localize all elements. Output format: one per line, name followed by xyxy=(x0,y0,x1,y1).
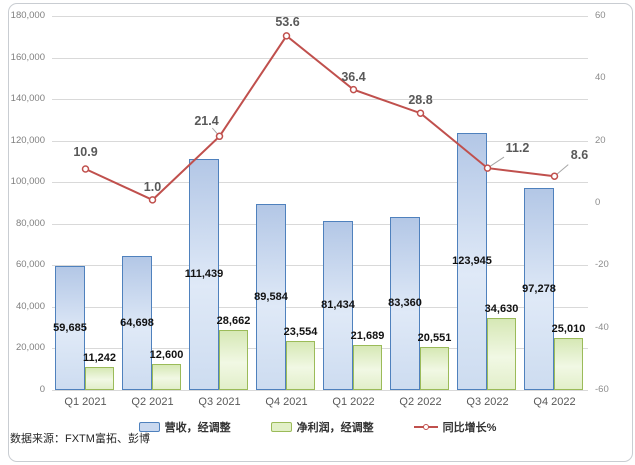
growth-value-label: 53.6 xyxy=(275,14,300,29)
legend-label: 净利润，经调整 xyxy=(296,422,374,434)
gridline xyxy=(52,390,588,391)
legend: 营收，经调整 净利润，经调整 同比增长% xyxy=(0,419,635,435)
revenue-value-label: 64,698 xyxy=(120,316,154,329)
revenue-value-label: 111,439 xyxy=(184,268,224,281)
net-profit-value-label: 23,554 xyxy=(283,326,318,339)
growth-legend-marker xyxy=(413,422,438,432)
gridline xyxy=(52,99,588,101)
right-axis-tick: -60 xyxy=(595,384,609,395)
gridline xyxy=(52,16,588,17)
category-label: Q2 2021 xyxy=(131,396,174,408)
gridline xyxy=(52,348,588,350)
category-label: Q2 2022 xyxy=(399,396,442,408)
net-profit-bar xyxy=(219,330,248,390)
net-profit-bar xyxy=(152,363,181,390)
legend-label: 营收，经调整 xyxy=(164,422,231,434)
right-axis-tick: 0 xyxy=(595,197,601,208)
legend-item: 营收，经调整 xyxy=(138,419,231,435)
gridline xyxy=(52,306,588,308)
revenue-value-label: 97,278 xyxy=(522,282,556,295)
net-profit-value-label: 25,010 xyxy=(551,323,586,335)
revenue-legend-swatch xyxy=(138,422,160,432)
legend-label: 同比增长% xyxy=(442,422,497,434)
net-profit-value-label: 20,551 xyxy=(417,332,452,345)
revenue-bar xyxy=(323,220,353,390)
left-axis-tick: 0 xyxy=(39,384,45,395)
revenue-bar xyxy=(55,266,85,390)
left-axis-tick: 100,000 xyxy=(10,176,45,188)
revenue-value-label: 81,434 xyxy=(321,299,355,312)
gridline xyxy=(52,265,588,267)
growth-value-label: 11.2 xyxy=(505,141,530,156)
revenue-value-label: 83,360 xyxy=(388,297,422,310)
category-label: Q4 2022 xyxy=(533,396,576,408)
net-profit-bar xyxy=(353,344,382,390)
category-label: Q3 2022 xyxy=(466,396,509,408)
revenue-bar xyxy=(524,187,554,390)
growth-legend-dot xyxy=(422,424,429,430)
left-axis-tick: 120,000 xyxy=(10,134,45,146)
right-axis-tick: 40 xyxy=(595,72,606,84)
gridline xyxy=(52,57,588,59)
net-profit-bar xyxy=(286,341,315,390)
revenue-value-label: 89,584 xyxy=(254,290,288,303)
growth-value-label: 10.9 xyxy=(73,145,98,159)
left-axis-tick: 80,000 xyxy=(15,217,45,229)
growth-value-label: 21.4 xyxy=(194,114,219,129)
growth-value-label: 8.6 xyxy=(570,148,589,163)
gridline xyxy=(52,182,588,184)
left-axis-tick: 40,000 xyxy=(15,300,45,312)
net-profit-value-label: 28,662 xyxy=(216,315,251,328)
net-profit-bar xyxy=(85,366,114,390)
growth-value-label: 1.0 xyxy=(143,179,162,194)
net-profit-value-label: 34,630 xyxy=(484,303,519,315)
left-axis-tick: 20,000 xyxy=(15,342,45,354)
category-label: Q1 2021 xyxy=(64,396,107,408)
data-source: 数据来源：FXTM富拓、彭博 xyxy=(10,433,150,445)
net-profit-legend-swatch xyxy=(270,422,292,432)
growth-value-label: 36.4 xyxy=(341,69,366,84)
net-profit-bar xyxy=(420,347,449,390)
net-profit-bar xyxy=(554,338,583,390)
net-profit-value-label: 11,242 xyxy=(82,351,117,364)
growth-value-label: 28.8 xyxy=(408,93,433,108)
left-axis-tick: 160,000 xyxy=(10,51,45,63)
left-axis-tick: 140,000 xyxy=(10,93,45,105)
legend-item: 同比增长% xyxy=(413,419,497,435)
legend-item: 净利润，经调整 xyxy=(270,419,374,435)
category-label: Q4 2021 xyxy=(265,396,308,408)
chart-frame-border xyxy=(8,3,633,462)
left-axis-tick: 180,000 xyxy=(10,10,45,21)
gridline xyxy=(52,223,588,225)
right-axis-tick: 20 xyxy=(595,134,606,146)
revenue-value-label: 123,945 xyxy=(452,255,492,268)
right-axis-tick: 60 xyxy=(595,10,606,21)
net-profit-value-label: 12,600 xyxy=(149,348,184,361)
category-label: Q3 2021 xyxy=(198,396,241,408)
category-label: Q1 2022 xyxy=(332,396,375,408)
net-profit-value-label: 21,689 xyxy=(350,329,385,342)
revenue-bar xyxy=(390,216,420,390)
revenue-bar xyxy=(122,255,152,390)
right-axis-tick: -40 xyxy=(595,321,609,333)
left-axis-tick: 60,000 xyxy=(15,259,45,271)
revenue-bar xyxy=(256,203,286,390)
right-axis-tick: -20 xyxy=(595,259,609,271)
net-profit-bar xyxy=(487,318,516,390)
revenue-value-label: 59,685 xyxy=(53,322,87,334)
